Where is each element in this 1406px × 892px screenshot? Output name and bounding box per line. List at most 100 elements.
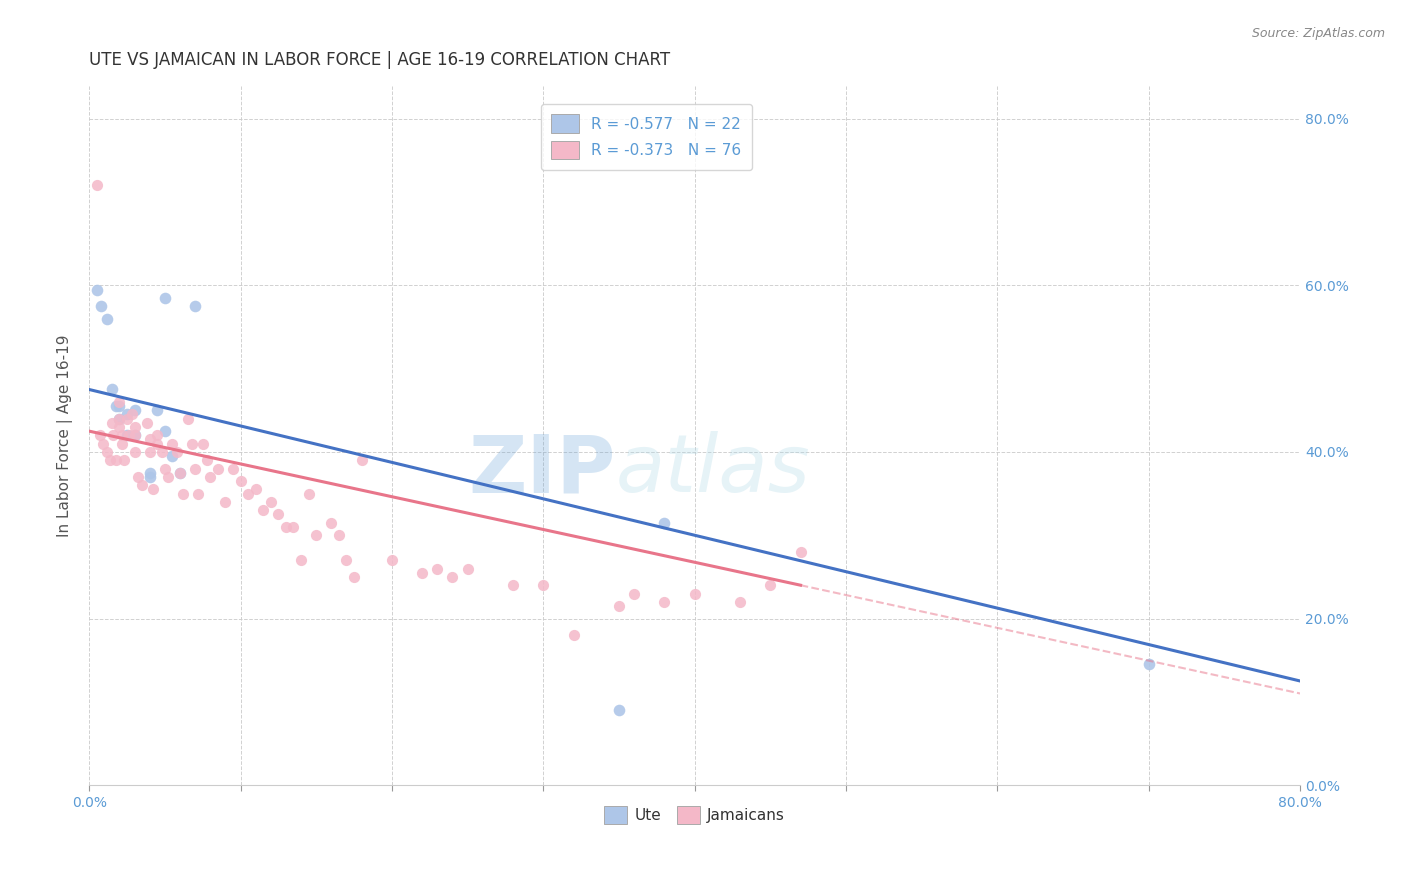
Point <box>607 703 630 717</box>
Point <box>214 495 236 509</box>
Point <box>124 403 146 417</box>
Point <box>124 428 146 442</box>
Point <box>176 411 198 425</box>
Point <box>184 299 207 313</box>
Point <box>290 553 312 567</box>
Legend: Ute, Jamaicans: Ute, Jamaicans <box>595 797 794 833</box>
Point <box>298 486 321 500</box>
Point <box>267 508 290 522</box>
Point <box>124 420 146 434</box>
Point <box>191 436 214 450</box>
Point <box>531 578 554 592</box>
Point <box>683 586 706 600</box>
Point <box>335 553 357 567</box>
Point <box>142 483 165 497</box>
Point <box>789 545 811 559</box>
Point <box>1137 657 1160 672</box>
Point <box>89 428 111 442</box>
Point <box>562 628 585 642</box>
Point <box>166 445 188 459</box>
Point <box>115 428 138 442</box>
Point <box>121 408 143 422</box>
Point <box>138 466 160 480</box>
Point <box>441 570 464 584</box>
Point <box>101 416 124 430</box>
Point <box>131 478 153 492</box>
Point <box>328 528 350 542</box>
Point <box>343 570 366 584</box>
Point <box>181 436 204 450</box>
Point <box>305 528 328 542</box>
Point <box>90 299 112 313</box>
Point <box>252 503 274 517</box>
Point <box>138 470 160 484</box>
Point <box>156 470 179 484</box>
Point <box>146 428 169 442</box>
Point <box>105 399 128 413</box>
Point <box>111 428 134 442</box>
Point <box>162 449 184 463</box>
Point <box>457 561 479 575</box>
Point <box>222 461 245 475</box>
Point <box>260 495 283 509</box>
Point <box>759 578 782 592</box>
Point <box>108 395 131 409</box>
Point <box>124 428 146 442</box>
Point <box>502 578 524 592</box>
Point <box>236 486 259 500</box>
Point <box>105 453 128 467</box>
Point <box>86 178 108 193</box>
Text: UTE VS JAMAICAN IN LABOR FORCE | AGE 16-19 CORRELATION CHART: UTE VS JAMAICAN IN LABOR FORCE | AGE 16-… <box>89 51 671 69</box>
Point <box>127 470 149 484</box>
Point <box>91 436 114 450</box>
Point <box>146 403 169 417</box>
Point <box>728 595 751 609</box>
Point <box>96 311 118 326</box>
Point <box>96 445 118 459</box>
Y-axis label: In Labor Force | Age 16-19: In Labor Force | Age 16-19 <box>58 334 73 537</box>
Point <box>169 466 191 480</box>
Point <box>138 445 160 459</box>
Point <box>426 561 449 575</box>
Point <box>200 470 222 484</box>
Point <box>229 474 252 488</box>
Point <box>245 483 267 497</box>
Point <box>108 420 131 434</box>
Point <box>195 453 218 467</box>
Point <box>124 445 146 459</box>
Point <box>117 428 139 442</box>
Point <box>350 453 373 467</box>
Point <box>115 408 138 422</box>
Point <box>111 436 134 450</box>
Point <box>153 461 176 475</box>
Point <box>103 428 125 442</box>
Point <box>607 599 630 613</box>
Point <box>207 461 229 475</box>
Point <box>411 566 433 580</box>
Point <box>654 595 676 609</box>
Point <box>86 283 108 297</box>
Point <box>115 411 138 425</box>
Point <box>172 486 194 500</box>
Point <box>108 411 131 425</box>
Point <box>381 553 404 567</box>
Point <box>153 291 176 305</box>
Point <box>162 436 184 450</box>
Point <box>146 436 169 450</box>
Point <box>274 520 297 534</box>
Point <box>108 411 131 425</box>
Point <box>169 466 191 480</box>
Text: atlas: atlas <box>616 431 811 509</box>
Point <box>187 486 209 500</box>
Point <box>98 453 121 467</box>
Point <box>108 399 131 413</box>
Text: ZIP: ZIP <box>468 431 616 509</box>
Point <box>283 520 305 534</box>
Point <box>101 383 124 397</box>
Point <box>623 586 645 600</box>
Point <box>321 516 343 530</box>
Point <box>112 453 135 467</box>
Point <box>150 445 173 459</box>
Text: Source: ZipAtlas.com: Source: ZipAtlas.com <box>1251 27 1385 40</box>
Point <box>153 424 176 438</box>
